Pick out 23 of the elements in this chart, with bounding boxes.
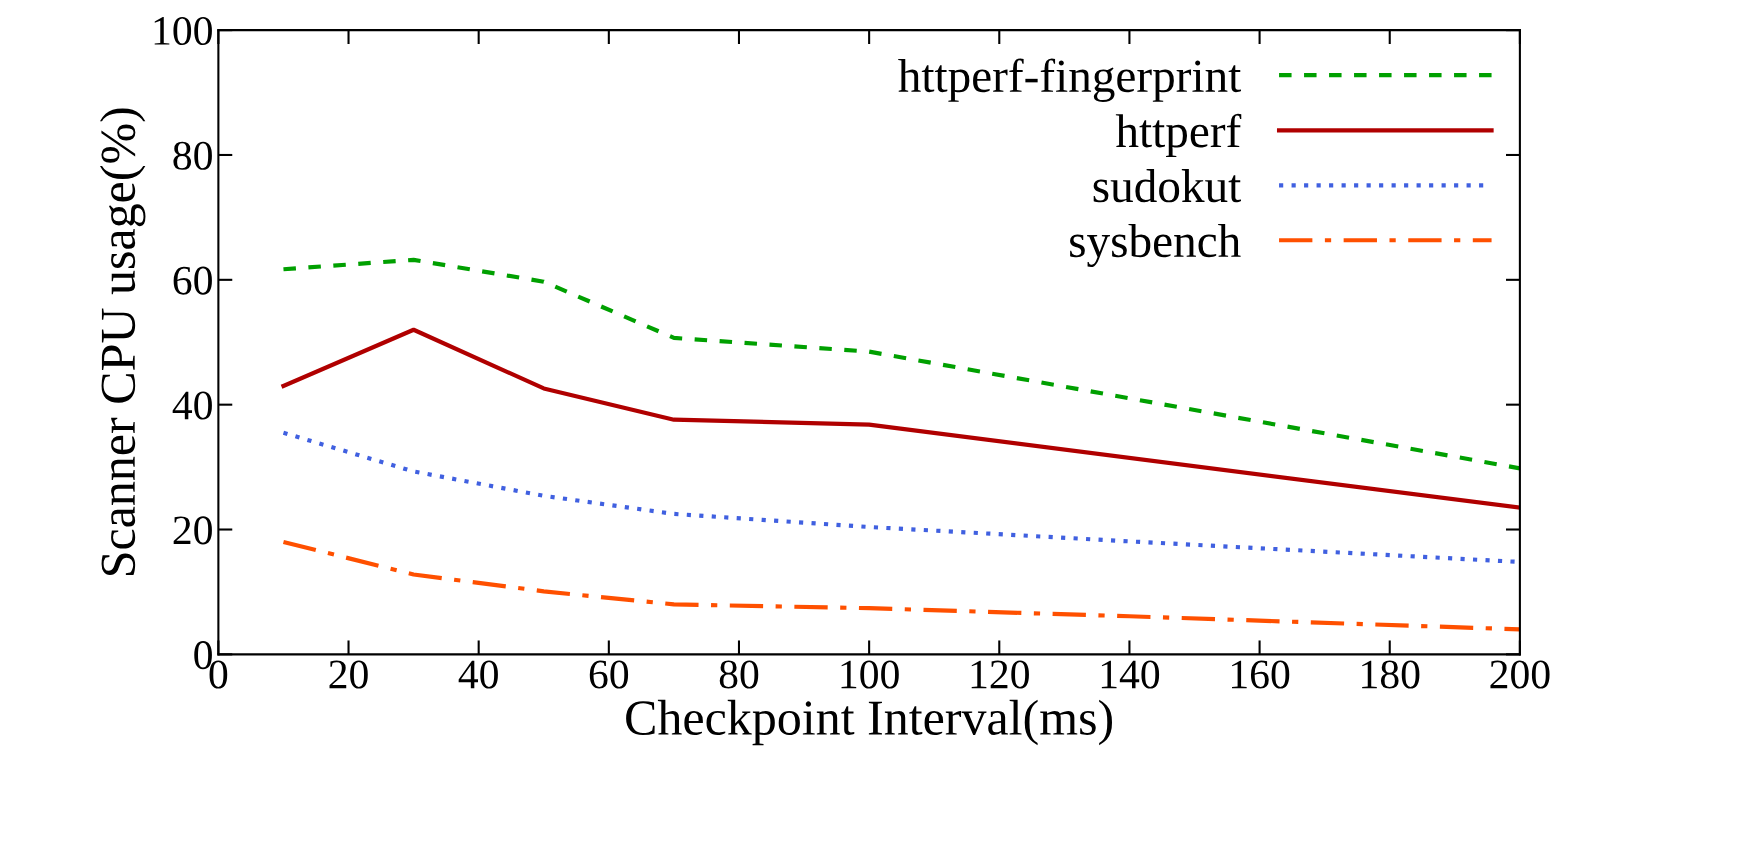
x-tick-label: 200: [1490, 660, 1550, 689]
x-tick-label: 100: [841, 660, 899, 689]
x-tick-label: 180: [1362, 660, 1420, 689]
y-axis-title: Scanner CPU usage(%): [99, 108, 146, 575]
legend-label: sysbench: [1070, 224, 1241, 267]
y-tick-label: 20: [173, 516, 212, 545]
x-tick-label: 140: [1101, 660, 1160, 689]
legend-label: httperf-fingerprint: [898, 58, 1242, 102]
x-tick-label: 120: [971, 660, 1029, 689]
x-tick-label: 20: [329, 660, 368, 689]
x-axis-title: Checkpoint Interval(ms): [626, 699, 1112, 746]
line-series: [281, 327, 1520, 510]
x-tick-label: 60: [589, 660, 629, 689]
x-tick-label: 80: [719, 660, 759, 689]
legend-label: httperf: [1115, 113, 1242, 158]
legend-label: sudokut: [1093, 169, 1241, 203]
y-tick-label: 100: [154, 16, 212, 45]
y-tick-label: 80: [173, 141, 212, 170]
y-tick-label: 60: [173, 266, 212, 295]
x-tick-label: 40: [458, 660, 498, 689]
y-tick-label: 40: [172, 391, 212, 420]
line-series: [281, 539, 1520, 632]
x-tick-label: 160: [1232, 660, 1290, 689]
